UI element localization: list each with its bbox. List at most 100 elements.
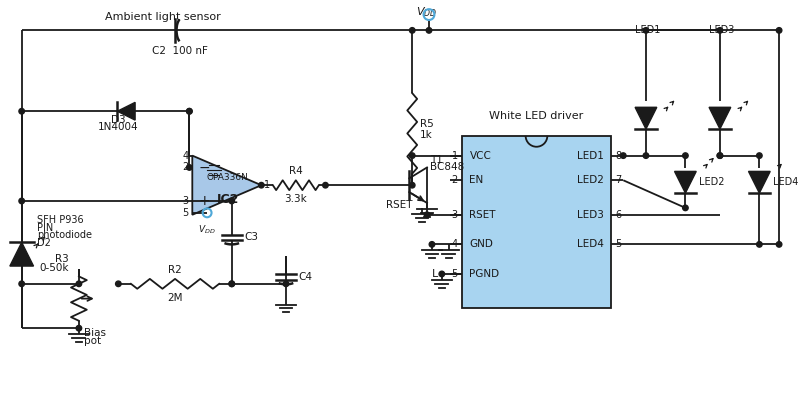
Text: D3: D3: [111, 115, 126, 125]
Polygon shape: [10, 243, 34, 266]
Polygon shape: [709, 107, 730, 129]
Text: 2: 2: [451, 175, 458, 185]
Text: LED4: LED4: [577, 239, 603, 249]
Circle shape: [424, 212, 430, 217]
Text: 8: 8: [615, 150, 622, 161]
Circle shape: [682, 205, 688, 211]
Circle shape: [717, 153, 722, 158]
Circle shape: [682, 153, 688, 158]
Text: Ambient light sensor: Ambient light sensor: [105, 12, 221, 22]
Polygon shape: [192, 156, 262, 215]
Circle shape: [186, 165, 192, 170]
Circle shape: [76, 326, 82, 331]
Circle shape: [776, 242, 782, 247]
Circle shape: [19, 281, 25, 286]
Circle shape: [115, 281, 121, 286]
Circle shape: [410, 28, 415, 33]
Circle shape: [186, 109, 192, 114]
Polygon shape: [749, 172, 770, 193]
Polygon shape: [635, 107, 657, 129]
Text: R4: R4: [289, 166, 302, 176]
Text: D2: D2: [38, 238, 51, 249]
Text: LED2: LED2: [699, 177, 725, 187]
Text: SFH P936: SFH P936: [38, 215, 84, 225]
Text: LED3: LED3: [577, 210, 603, 220]
Circle shape: [717, 153, 722, 158]
Text: 6: 6: [615, 210, 622, 220]
Circle shape: [410, 153, 415, 158]
Text: 5: 5: [615, 239, 622, 249]
Circle shape: [621, 153, 626, 158]
Text: 4: 4: [451, 239, 458, 249]
Text: 1k: 1k: [420, 130, 433, 140]
Text: RSET: RSET: [470, 210, 496, 220]
Text: 1: 1: [264, 180, 270, 190]
Circle shape: [322, 182, 328, 188]
Circle shape: [258, 182, 264, 188]
Text: 7: 7: [615, 175, 622, 185]
Text: OPA336N: OPA336N: [207, 173, 249, 182]
Text: R5: R5: [420, 119, 434, 128]
Text: LED1: LED1: [577, 150, 603, 161]
Text: BC848: BC848: [430, 162, 464, 172]
Circle shape: [186, 109, 192, 114]
Circle shape: [643, 153, 649, 158]
Text: 1: 1: [451, 150, 458, 161]
Text: C4: C4: [299, 273, 313, 282]
Text: GND: GND: [470, 239, 494, 249]
Circle shape: [757, 153, 762, 158]
Circle shape: [410, 182, 415, 188]
Text: 2: 2: [182, 162, 188, 172]
Circle shape: [717, 28, 722, 33]
Circle shape: [439, 271, 445, 277]
Text: 5: 5: [182, 208, 188, 218]
Circle shape: [229, 281, 234, 286]
Circle shape: [19, 198, 25, 204]
Text: C3: C3: [245, 233, 258, 243]
Text: T1: T1: [430, 154, 443, 164]
Text: $V_{DD}$: $V_{DD}$: [198, 224, 216, 236]
Text: C2  100 nF: C2 100 nF: [151, 46, 207, 56]
Circle shape: [283, 281, 289, 286]
Text: 4: 4: [182, 150, 188, 161]
Text: +: +: [198, 194, 210, 208]
Circle shape: [426, 28, 432, 33]
Circle shape: [229, 281, 234, 286]
Text: 0-50k: 0-50k: [39, 263, 69, 273]
Text: 3: 3: [451, 210, 458, 220]
Text: $V_{DD}$: $V_{DD}$: [417, 5, 438, 18]
Circle shape: [229, 198, 234, 204]
Text: R3: R3: [55, 254, 69, 264]
Text: pot: pot: [84, 336, 101, 346]
Text: EN: EN: [470, 175, 484, 185]
Text: R2: R2: [168, 265, 182, 275]
Text: VCC: VCC: [470, 150, 491, 161]
Text: LED1: LED1: [635, 25, 661, 35]
Text: LED2: LED2: [577, 175, 603, 185]
Text: LED4: LED4: [773, 177, 798, 187]
Text: 2M: 2M: [167, 293, 182, 303]
Text: 1N4004: 1N4004: [98, 122, 138, 132]
Text: 5: 5: [451, 269, 458, 279]
Text: −: −: [198, 160, 210, 174]
Text: PGND: PGND: [470, 269, 499, 279]
Text: White LED driver: White LED driver: [490, 111, 584, 121]
Circle shape: [429, 242, 434, 247]
Circle shape: [776, 28, 782, 33]
Text: IC2: IC2: [217, 192, 239, 205]
Circle shape: [76, 281, 82, 286]
Circle shape: [643, 28, 649, 33]
Text: RSET: RSET: [386, 200, 413, 210]
Text: L: L: [432, 269, 438, 279]
Polygon shape: [118, 103, 135, 120]
Polygon shape: [674, 172, 696, 193]
Circle shape: [757, 242, 762, 247]
FancyBboxPatch shape: [462, 136, 611, 308]
Text: PIN: PIN: [38, 223, 54, 233]
Text: 3: 3: [182, 196, 188, 206]
Text: LED3: LED3: [709, 25, 734, 35]
Text: photodiode: photodiode: [38, 231, 93, 241]
Text: 3.3k: 3.3k: [285, 194, 307, 204]
Text: Bias: Bias: [84, 328, 106, 338]
Circle shape: [19, 109, 25, 114]
